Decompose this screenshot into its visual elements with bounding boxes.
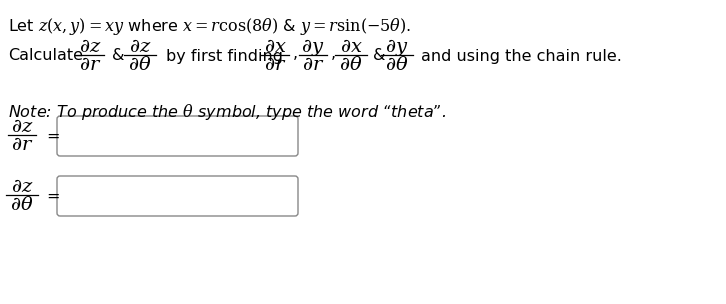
Text: $\partial r$: $\partial r$ xyxy=(264,54,286,74)
Text: ,: , xyxy=(293,47,298,61)
Text: $\partial z$: $\partial z$ xyxy=(129,37,151,57)
Text: Note: To produce the $\theta$ symbol, type the word “theta”.: Note: To produce the $\theta$ symbol, ty… xyxy=(8,102,446,122)
Text: $\partial \theta$: $\partial \theta$ xyxy=(339,54,363,74)
Text: $\partial \theta$: $\partial \theta$ xyxy=(386,54,409,74)
Text: $\partial z$: $\partial z$ xyxy=(11,118,33,136)
Text: and using the chain rule.: and using the chain rule. xyxy=(421,49,622,64)
Text: Let $z(x, y) = xy$ where $x = r\cos(8\theta)$ & $y = r\sin(-5\theta)$.: Let $z(x, y) = xy$ where $x = r\cos(8\th… xyxy=(8,16,411,37)
Text: &: & xyxy=(112,49,124,64)
Text: $\partial z$: $\partial z$ xyxy=(78,37,101,57)
Text: by first finding: by first finding xyxy=(166,49,283,64)
Text: $\partial r$: $\partial r$ xyxy=(11,134,33,154)
Text: ,: , xyxy=(331,47,336,61)
Text: $\partial x$: $\partial x$ xyxy=(264,37,286,57)
Text: =: = xyxy=(46,188,60,203)
FancyBboxPatch shape xyxy=(57,116,298,156)
Text: $\partial z$: $\partial z$ xyxy=(11,178,33,196)
Text: $\partial \theta$: $\partial \theta$ xyxy=(10,195,33,213)
Text: $\partial r$: $\partial r$ xyxy=(79,54,101,74)
Text: $\partial r$: $\partial r$ xyxy=(302,54,325,74)
Text: =: = xyxy=(46,129,60,143)
Text: $\partial \theta$: $\partial \theta$ xyxy=(129,54,152,74)
Text: Calculate: Calculate xyxy=(8,49,83,64)
Text: &: & xyxy=(373,49,386,64)
FancyBboxPatch shape xyxy=(57,176,298,216)
Text: $\partial x$: $\partial x$ xyxy=(340,37,362,57)
Text: $\partial y$: $\partial y$ xyxy=(301,36,325,57)
Text: $\partial y$: $\partial y$ xyxy=(386,36,409,57)
